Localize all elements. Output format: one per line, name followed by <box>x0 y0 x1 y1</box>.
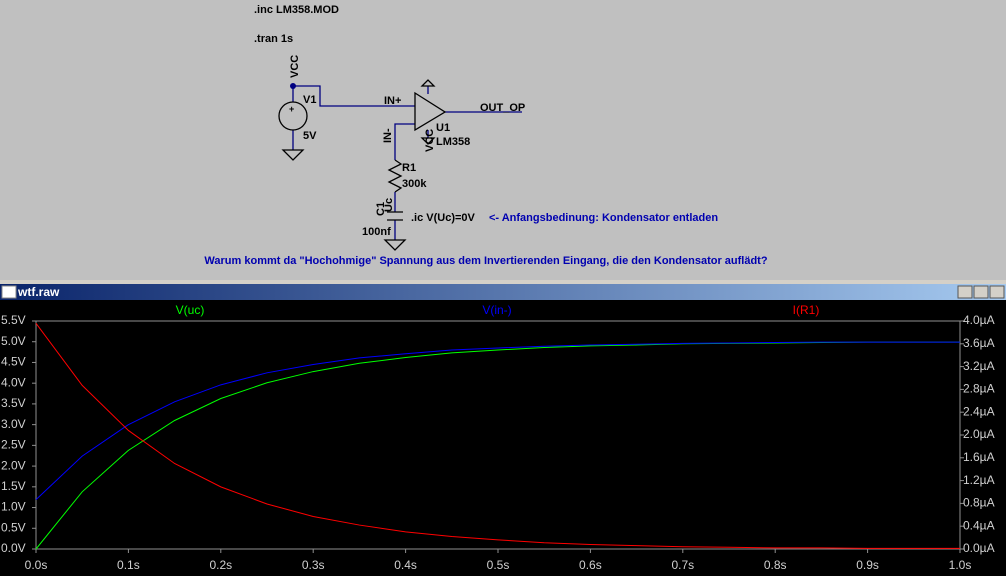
net-label: IN- <box>382 128 394 143</box>
x-tick-label: 0.5s <box>487 558 510 572</box>
opamp <box>414 91 447 132</box>
net-label: VCC <box>424 129 436 152</box>
y-tick-label: 3.0V <box>1 417 26 431</box>
label: 300k <box>402 178 427 190</box>
net-label: OUT_OP <box>480 102 525 114</box>
y2-tick-label: 2.4µA <box>963 404 995 418</box>
schematic: .inc LM358.MOD .tran 1s + VCC V1 5V IN+ … <box>204 4 767 267</box>
y-tick-label: 4.5V <box>1 355 26 369</box>
x-tick-label: 0.7s <box>671 558 694 572</box>
label: 5V <box>303 130 317 142</box>
symbol: + <box>289 104 294 114</box>
comment: Warum kommt da "Hochohmige" Spannung aus… <box>204 255 767 267</box>
series-line <box>35 341 960 501</box>
resistor <box>387 159 403 193</box>
y-tick-label: 4.0V <box>1 375 26 389</box>
frame <box>0 280 1006 284</box>
label: V1 <box>303 94 316 106</box>
y-tick-label: 5.0V <box>1 334 26 348</box>
wire <box>292 85 522 240</box>
x-tick-label: 0.0s <box>25 558 48 572</box>
plot: 0.0s 0.1s 0.2s 0.3s 0.4s 0.5s 0.6s 0.7s 0.8s 0.9s… <box>1 303 995 572</box>
y2-tick-label: 0.0µA <box>963 541 995 555</box>
directive: .tran 1s <box>254 33 293 45</box>
label: 100nf <box>362 226 391 238</box>
y-tick-label: 3.5V <box>1 396 26 410</box>
y2-tick-label: 2.8µA <box>963 382 995 396</box>
ground <box>281 79 436 251</box>
x-tick-label: 0.3s <box>302 558 325 572</box>
label: R1 <box>402 162 416 174</box>
y-tick-label: 5.5V <box>1 313 26 327</box>
net-label: Uc <box>383 198 395 212</box>
x-tick-label: 0.9s <box>856 558 879 572</box>
legend-entry: V(uc) <box>176 303 205 317</box>
window-icon <box>1 285 17 299</box>
x-tick-label: 0.8s <box>764 558 787 572</box>
plot-bg <box>0 300 1006 576</box>
comment: <- Anfangsbedinung: Kondensator entladen <box>489 212 718 224</box>
y-tick-label: 0.0V <box>1 541 26 555</box>
directive: .ic V(Uc)=0V <box>411 212 476 224</box>
net-label: IN+ <box>384 95 401 107</box>
legend-entry: I(R1) <box>793 303 820 317</box>
y-tick-label: 1.5V <box>1 479 26 493</box>
y-tick-label: 0.5V <box>1 520 26 534</box>
y2-tick-label: 0.4µA <box>963 518 995 532</box>
x-tick-label: 0.2s <box>209 558 232 572</box>
x-tick-label: 0.6s <box>579 558 602 572</box>
window-title: wtf.raw <box>17 285 60 299</box>
y-tick-label: 2.0V <box>1 458 26 472</box>
series-line <box>35 322 960 549</box>
y2-tick-label: 3.6µA <box>963 336 995 350</box>
y2-tick-label: 2.0µA <box>963 427 995 441</box>
schematic-bg <box>0 0 1006 280</box>
voltage-source <box>278 101 308 131</box>
close-button[interactable] <box>989 285 1005 299</box>
title-bar <box>0 284 1006 300</box>
y2-tick-label: 1.2µA <box>963 473 995 487</box>
y2-tick-label: 0.8µA <box>963 496 995 510</box>
label: LM358 <box>436 136 470 148</box>
y-tick-label: 1.0V <box>1 500 26 514</box>
node <box>290 83 296 89</box>
restore-button[interactable] <box>973 285 989 299</box>
y2-tick-label: 4.0µA <box>963 313 995 327</box>
label: U1 <box>436 122 450 134</box>
legend-entry: V(in-) <box>482 303 511 317</box>
minimize-button[interactable] <box>957 285 973 299</box>
directive: .inc LM358.MOD <box>254 4 339 16</box>
x-tick-label: 0.1s <box>117 558 140 572</box>
capacitor <box>387 211 403 221</box>
y2-tick-label: 3.2µA <box>963 359 995 373</box>
y-tick-label: 2.5V <box>1 438 26 452</box>
x-tick-label: 1.0s <box>949 558 972 572</box>
label: C1 <box>375 202 387 216</box>
x-tick-label: 0.4s <box>394 558 417 572</box>
y2-tick-label: 1.6µA <box>963 450 995 464</box>
net-label: VCC <box>289 55 301 78</box>
